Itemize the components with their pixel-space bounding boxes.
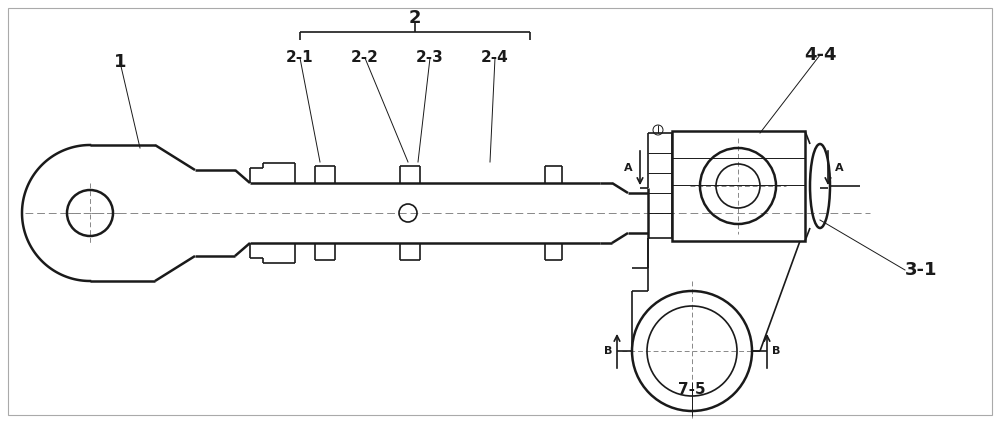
- Text: B: B: [772, 346, 780, 356]
- Text: 2-3: 2-3: [416, 50, 444, 66]
- Text: B: B: [604, 346, 612, 356]
- Text: A: A: [835, 163, 844, 173]
- Text: 3-1: 3-1: [905, 261, 938, 279]
- Text: 2-2: 2-2: [351, 50, 379, 66]
- Bar: [672, 131, 805, 241]
- Text: 1: 1: [114, 53, 126, 71]
- Text: 2-4: 2-4: [481, 50, 509, 66]
- Text: 4-4: 4-4: [804, 46, 836, 64]
- Text: A: A: [624, 163, 633, 173]
- Text: 2: 2: [409, 9, 421, 27]
- Text: 7-5: 7-5: [678, 382, 706, 398]
- Text: 2-1: 2-1: [286, 50, 314, 66]
